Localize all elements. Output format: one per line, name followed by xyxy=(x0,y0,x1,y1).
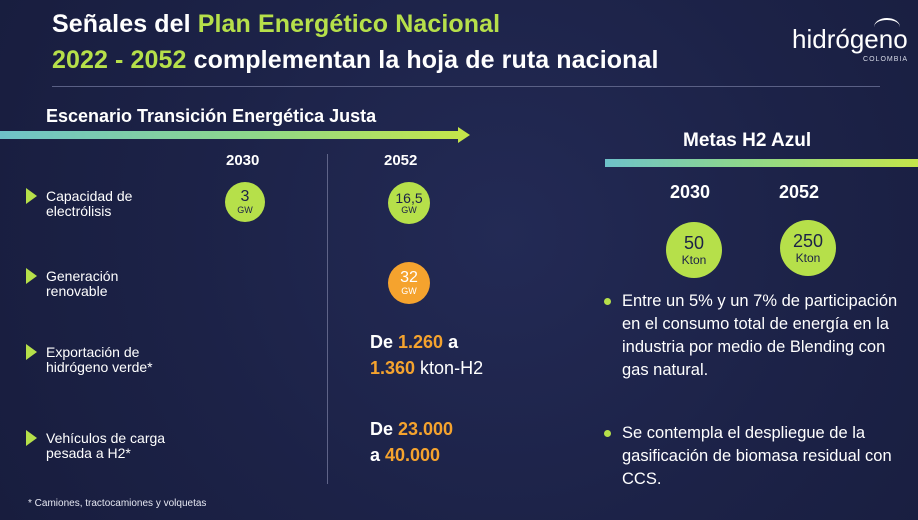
metas-value-unit: Kton xyxy=(795,251,821,265)
metas-circle-2030: 50 Kton xyxy=(666,222,722,278)
metas-circle-2052: 250 Kton xyxy=(780,220,836,276)
metas-year-2052: 2052 xyxy=(779,182,820,202)
value-number: 3 xyxy=(240,188,250,205)
column-divider xyxy=(327,154,328,484)
value-unit: GW xyxy=(401,205,417,215)
metas-title: Metas H2 Azul xyxy=(683,130,812,151)
export-range-line-2: 1.360 kton-H2 xyxy=(370,358,484,378)
scenario-underline-bar xyxy=(0,131,462,139)
metas-bullet-blending: Entre un 5% y un 7% de participación en … xyxy=(622,292,898,379)
title-highlight: Plan Energético Nacional xyxy=(197,10,501,38)
metas-underline-bar xyxy=(605,159,918,167)
title-years: 2022 - 2052 xyxy=(52,46,187,74)
metas-value-number: 50 xyxy=(683,233,705,253)
row-marker-icon xyxy=(26,188,37,204)
row-marker-icon xyxy=(26,430,37,446)
hidrogeno-colombia-logo: hidrógeno COLOMBIA xyxy=(788,18,912,68)
vehicles-range-line-2: a 40.000 xyxy=(370,445,441,465)
row-label-electrolysis: Capacidad de electrólisis xyxy=(46,188,133,219)
page-title-line-2: 2022 - 2052 complementan la hoja de ruta… xyxy=(52,46,659,75)
page-title-line-1: Señales del Plan Energético Nacional xyxy=(52,10,500,39)
row-marker-icon xyxy=(26,268,37,284)
metas-value-unit: Kton xyxy=(681,253,707,267)
vehicles-range-text: De 23.000 a 40.000 xyxy=(370,416,453,468)
metas-year-2030: 2030 xyxy=(670,182,711,202)
title-prefix: Señales del xyxy=(52,10,198,38)
row-marker-icon xyxy=(26,344,37,360)
logo-text: hidrógeno xyxy=(792,24,908,54)
row-label-vehicles: Vehículos de carga pesada a H2* xyxy=(46,430,166,461)
bullet-icon xyxy=(604,430,611,437)
value-circle-2052: 16,5 GW xyxy=(388,182,430,224)
row-label-renewable: Generación renovable xyxy=(46,268,119,299)
bullet-icon xyxy=(604,298,611,305)
value-unit: GW xyxy=(401,286,417,296)
row-label-export: Exportación de hidrógeno verde* xyxy=(46,344,153,375)
metas-value-number: 250 xyxy=(792,231,824,251)
vehicles-range-line-1: De 23.000 xyxy=(370,419,454,439)
title-suffix: complementan la hoja de ruta nacional xyxy=(186,46,659,74)
value-circle-2030: 3 GW xyxy=(225,182,265,222)
value-number: 32 xyxy=(400,269,418,286)
logo-arc xyxy=(874,18,900,36)
header-divider xyxy=(52,86,880,87)
footnote: * Camiones, tractocamiones y volquetas xyxy=(28,498,207,509)
logo-subtext: COLOMBIA xyxy=(863,56,908,63)
scenario-year-2052: 2052 xyxy=(384,152,418,169)
value-number: 16,5 xyxy=(395,190,423,206)
scenario-arrow-icon xyxy=(458,127,470,143)
value-unit: GW xyxy=(237,205,253,215)
scenario-title: Escenario Transición Energética Justa xyxy=(46,106,377,126)
metas-bullet-gasification: Se contempla el despliegue de la gasific… xyxy=(622,424,892,488)
export-range-line-1: De 1.260 a xyxy=(370,332,459,352)
export-range-text: De 1.260 a 1.360 kton-H2 xyxy=(370,329,483,381)
scenario-year-2030: 2030 xyxy=(226,152,260,169)
value-circle-2052: 32 GW xyxy=(388,262,430,304)
